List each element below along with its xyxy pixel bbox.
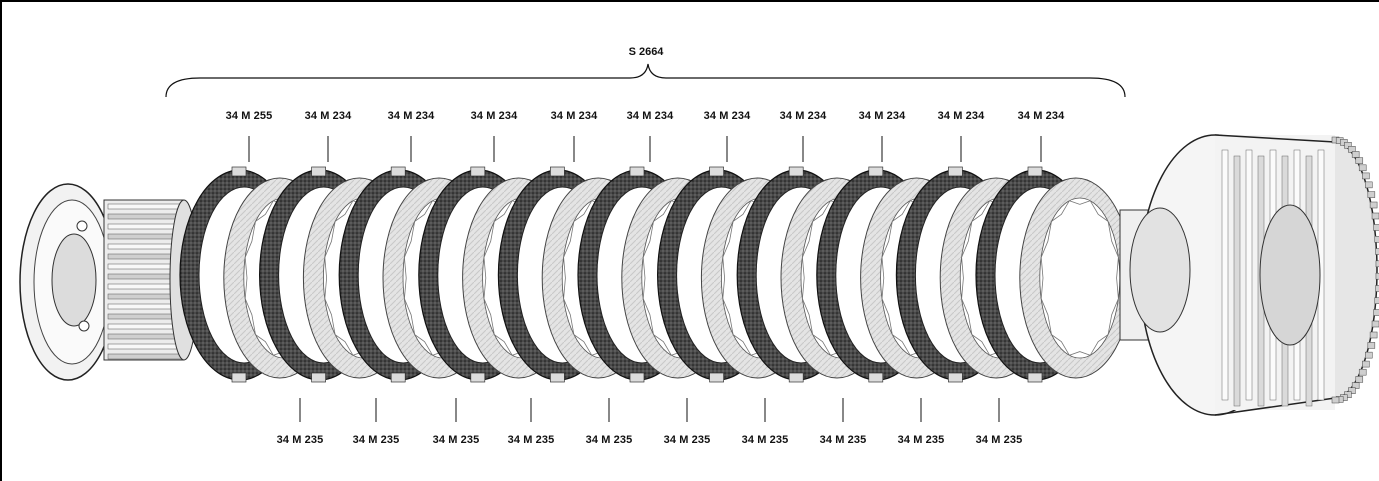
top-part-label: 34 M 234 [470, 110, 518, 122]
bottom-part-label: 34 M 235 [975, 434, 1023, 446]
pressure-plate-hub [19, 183, 199, 381]
steel-disc [1019, 177, 1133, 379]
bottom-part-label: 34 M 235 [819, 434, 867, 446]
top-part-label: 34 M 234 [550, 110, 598, 122]
clutch-basket [1119, 134, 1379, 416]
top-part-label: 34 M 234 [858, 110, 906, 122]
top-part-label: 34 M 234 [626, 110, 674, 122]
top-part-label: 34 M 234 [779, 110, 827, 122]
bottom-part-label: 34 M 235 [507, 434, 555, 446]
bottom-part-label: 34 M 235 [585, 434, 633, 446]
leader-lines [248, 136, 1042, 422]
bottom-part-label: 34 M 235 [897, 434, 945, 446]
assembly-part-number: S 2664 [628, 46, 664, 58]
top-part-label: 34 M 255 [225, 110, 273, 122]
bottom-part-label: 34 M 235 [432, 434, 480, 446]
top-part-label: 34 M 234 [1017, 110, 1065, 122]
bottom-part-label: 34 M 235 [276, 434, 324, 446]
top-part-label: 34 M 234 [387, 110, 435, 122]
bottom-part-label: 34 M 235 [741, 434, 789, 446]
bottom-part-label: 34 M 235 [352, 434, 400, 446]
top-part-label: 34 M 234 [703, 110, 751, 122]
top-part-label: 34 M 234 [937, 110, 985, 122]
bottom-part-label: 34 M 235 [663, 434, 711, 446]
clutch-discs [179, 166, 1133, 383]
top-part-label: 34 M 234 [304, 110, 352, 122]
assembly-bracket [165, 63, 1126, 98]
